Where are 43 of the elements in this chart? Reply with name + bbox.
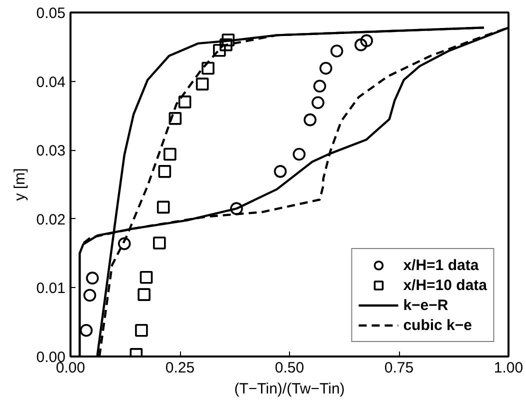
legend-label: cubic k−e [403,316,472,334]
x-tick-label: 0.25 [165,360,195,376]
point [138,288,150,301]
point [118,237,131,250]
legend-label: k−e−R [403,296,448,314]
y-tick-label: 0.04 [36,74,66,91]
point [135,324,148,337]
point [196,78,209,90]
point [274,165,287,178]
point [164,148,176,161]
point [220,38,232,52]
point [153,236,166,250]
point [304,113,316,126]
point [313,80,326,93]
x-tick-label: 0.75 [384,360,414,376]
point [354,38,368,52]
x-tick-label: 1.00 [494,360,524,376]
point [158,165,172,178]
legend-label: x/H=1 data [403,256,479,274]
point [292,148,306,161]
legend-label: x/H=10 data [403,276,487,294]
x-tick-label: 0.50 [274,360,304,376]
point [156,200,170,214]
point [178,96,192,108]
y-tick-label: 0.01 [36,280,66,298]
y-tick-label: 0.02 [36,211,66,228]
point [312,96,324,110]
point [230,202,243,215]
point [330,44,344,58]
x-axis-title: (T−Tin)/(Tw−Tin) [234,380,345,398]
point [168,112,182,125]
point [360,34,373,48]
point [80,324,93,337]
point [213,44,226,57]
point [319,62,332,75]
y-axis-title: y [m] [11,168,28,201]
point [83,288,96,302]
point [222,34,235,46]
point [202,62,214,75]
y-tick-label: 0.03 [36,142,66,160]
point [140,270,153,284]
point [86,272,99,284]
y-tick-label: 0.05 [36,5,66,22]
